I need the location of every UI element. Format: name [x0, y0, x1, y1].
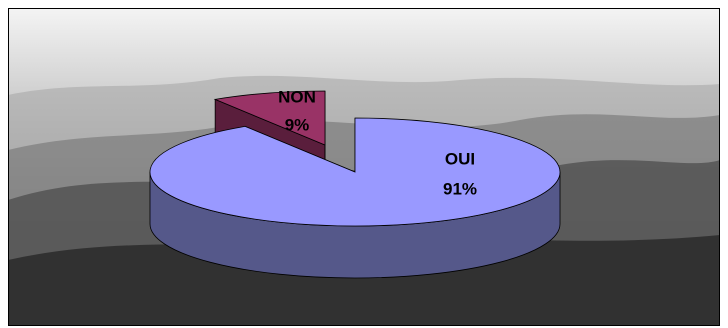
- slice-top: [213, 90, 326, 146]
- category-label: NON: [278, 87, 316, 106]
- value-label: 91%: [443, 179, 477, 198]
- slice-top: [149, 117, 561, 227]
- value-label: 9%: [285, 115, 310, 134]
- slice: [149, 117, 561, 279]
- category-label: OUI: [445, 149, 475, 168]
- pie: OUI 91% NON 9%: [149, 87, 561, 279]
